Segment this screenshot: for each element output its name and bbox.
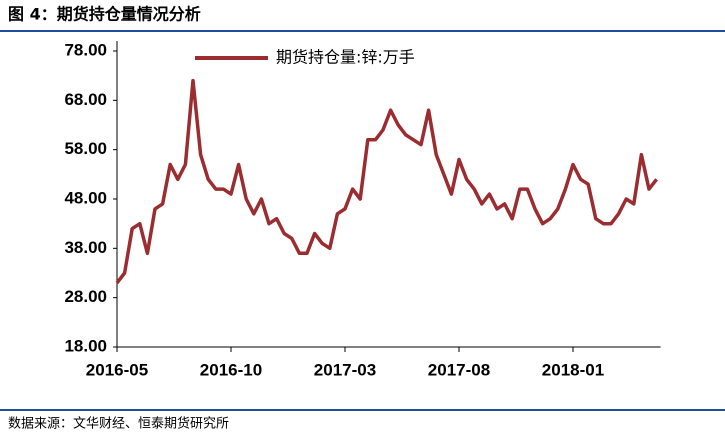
legend-label: 期货持仓量:锌:万手 <box>276 48 415 67</box>
y-tick-label: 58.00 <box>64 139 107 158</box>
y-tick-label: 38.00 <box>64 238 107 257</box>
y-tick-label: 18.00 <box>64 336 107 355</box>
y-tick-label: 68.00 <box>64 90 107 109</box>
chart-title: 图 4：期货持仓量情况分析 <box>8 5 201 24</box>
x-tick-label: 2018-01 <box>542 360 604 379</box>
x-tick-label: 2017-08 <box>428 360 490 379</box>
y-tick-label: 48.00 <box>64 188 107 207</box>
x-tick-label: 2016-05 <box>86 360 148 379</box>
y-tick-label: 78.00 <box>64 40 107 59</box>
x-tick-label: 2016-10 <box>200 360 262 379</box>
series-line <box>115 78 658 284</box>
source-note: 数据来源：文华财经、恒泰期货研究所 <box>8 416 229 432</box>
x-tick-label: 2017-03 <box>314 360 376 379</box>
y-tick-label: 28.00 <box>64 287 107 306</box>
